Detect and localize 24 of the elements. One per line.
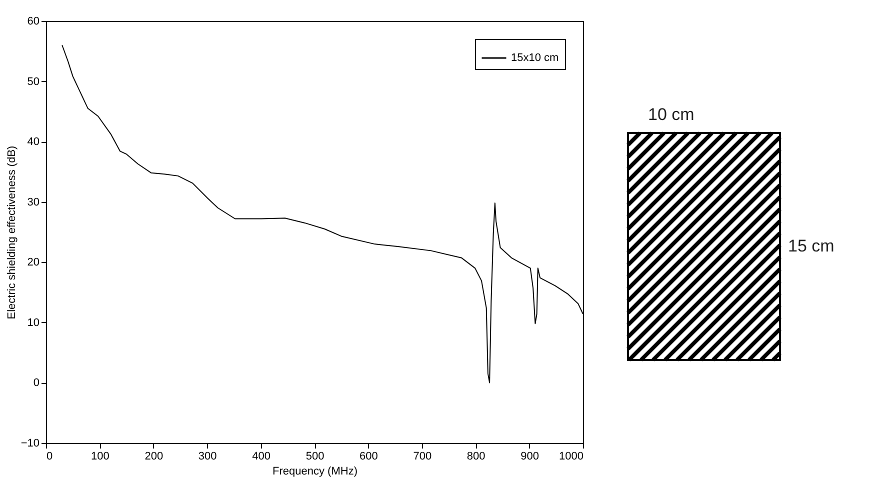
y-axis-title: Electric shielding effectiveness (dB) <box>6 146 18 320</box>
y-tick-label: 50 <box>27 76 40 88</box>
text: 10 cm <box>648 105 694 124</box>
x-tick-label: 300 <box>198 450 217 462</box>
x-tick-label: 100 <box>91 450 110 462</box>
y-tick-label: 40 <box>27 136 40 148</box>
text: 15 cm <box>788 236 834 256</box>
x-tick-label: 800 <box>466 450 486 462</box>
x-tick-label: 500 <box>306 450 324 462</box>
x-axis-title: Frequency (MHz) <box>272 466 358 478</box>
x-tick-label: 600 <box>360 450 378 462</box>
x-tick-label: 400 <box>252 450 270 462</box>
y-tick-label: 60 <box>27 16 40 28</box>
x-tick-label: 700 <box>413 450 432 462</box>
y-tick-label: 30 <box>27 196 40 208</box>
x-tick-label: 0 <box>46 450 53 462</box>
y-tick-label: 10 <box>27 316 40 329</box>
legend-label: 15x10 cm <box>511 52 559 64</box>
y-tick-label: −10 <box>20 438 40 450</box>
x-tick-label: 900 <box>520 450 539 462</box>
y-tick-label: 20 <box>27 256 40 269</box>
x-tick-label: 200 <box>144 450 164 462</box>
x-tick-label: 1000 <box>559 450 584 462</box>
y-tick-label: 0 <box>33 377 40 390</box>
